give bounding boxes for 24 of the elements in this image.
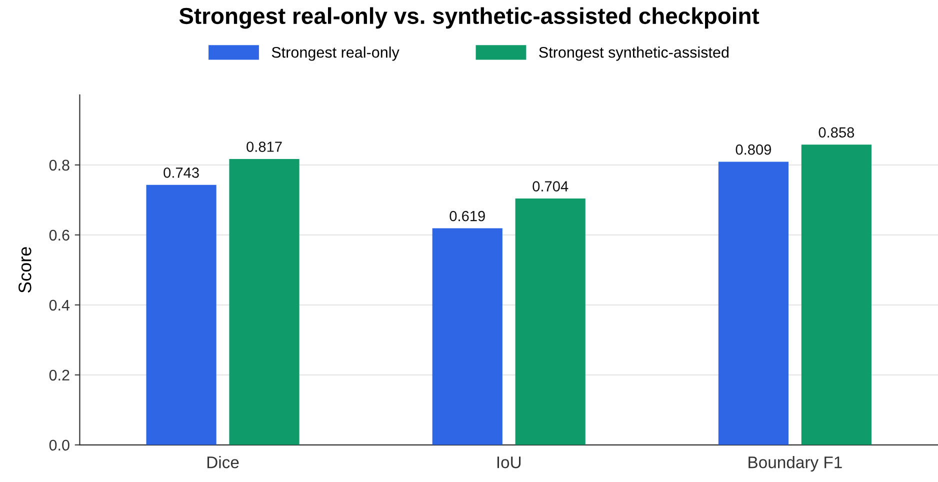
bar — [432, 228, 502, 445]
bar — [718, 162, 789, 445]
bar — [801, 144, 872, 445]
data-label: 0.743 — [164, 168, 199, 178]
data-label: 0.858 — [818, 127, 854, 138]
y-tick-label: 0.4 — [49, 300, 70, 311]
data-label: 0.809 — [736, 144, 772, 155]
y-tick-label: 0.2 — [49, 370, 70, 381]
legend-label: Strongest real-only — [272, 46, 400, 61]
bar — [229, 158, 300, 445]
x-tick-label: Dice — [207, 456, 239, 468]
chart-title: Strongest real-only vs. synthetic-assisted checkpoint — [179, 7, 760, 29]
y-tick-label: 0.8 — [49, 160, 70, 171]
data-label: 0.817 — [246, 142, 282, 152]
y-axis-title: Score — [18, 247, 32, 293]
data-label: 0.704 — [532, 181, 568, 192]
legend-label: Strongest synthetic-assisted — [539, 46, 728, 61]
bar — [515, 198, 586, 445]
x-tick-label: IoU — [497, 456, 521, 468]
y-tick-label: 0.6 — [49, 230, 70, 241]
data-label: 0.619 — [450, 210, 485, 222]
bar — [146, 184, 216, 445]
y-tick-label: 0.0 — [49, 440, 70, 451]
x-tick-label: Boundary F1 — [748, 456, 842, 472]
